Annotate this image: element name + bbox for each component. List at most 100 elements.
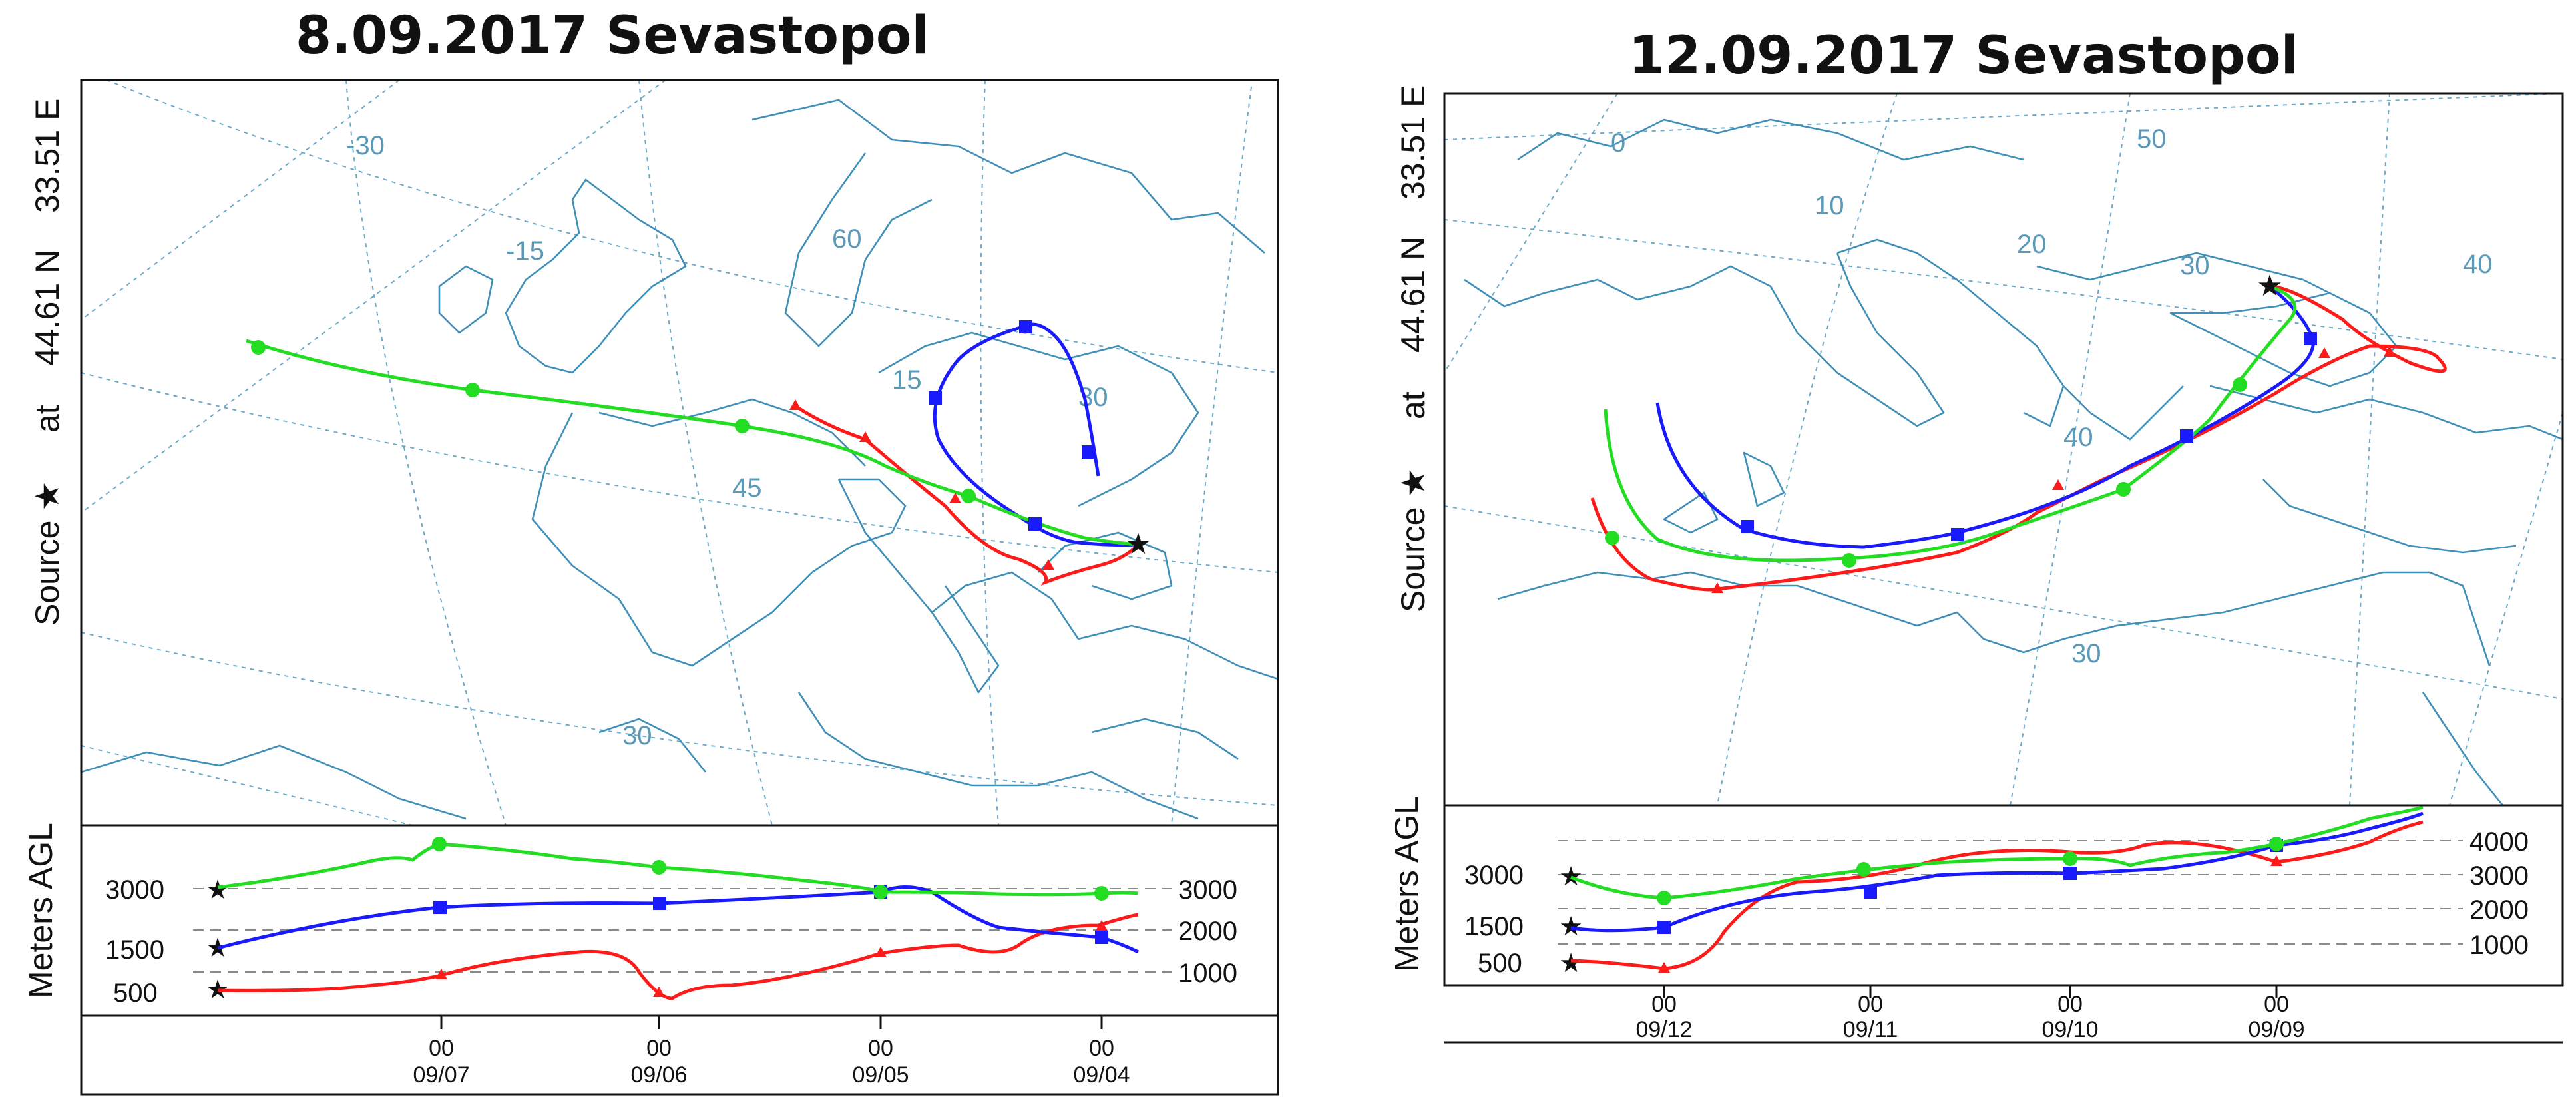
right-grid-label: 30 [2071,639,2101,668]
height-marker-circle [1094,886,1109,901]
left-title: 8.09.2017 Sevastopol [296,6,929,66]
map-marker-triangle [2052,479,2064,490]
left-x-tick-date: 09/05 [852,1062,909,1088]
right-coastline [1464,118,2563,806]
left-map-markers: ★ [251,320,1152,570]
map-marker-square [2180,429,2193,443]
map-marker-circle [465,383,480,397]
right-x-tick-date: 09/10 [2041,1017,2098,1042]
right-source-text: Source ★ [1395,468,1432,612]
right-y-tick-right: 3000 [2469,861,2529,891]
left-panel: 8.09.2017 Sevastopol Source ★ at 44.61 N… [22,6,1279,1096]
map-marker-circle [2116,482,2131,497]
left-y-tick-right: 2000 [1178,917,1237,946]
right-lon-text: 33.51 E [1395,85,1432,200]
right-height-markers [1657,837,2284,973]
left-x-tick-hour: 00 [646,1036,672,1061]
height-marker-square [1657,921,1671,934]
right-start-star: ★ [1559,949,1583,978]
left-height-markers [432,837,1109,997]
left-x-tick-date: 09/07 [413,1062,469,1088]
left-y-tick-left: 3000 [105,875,164,905]
left-y-tick-right: 1000 [1178,959,1237,988]
map-marker-square [1019,320,1032,333]
left-source-label: Source ★ at 44.61 N 33.51 E [29,99,66,626]
map-marker-square [2304,332,2317,345]
right-map: 0 10 20 50 30 40 40 30 [1443,92,2564,807]
right-map-trajectory-3000 [1604,284,2297,562]
right-height-line-1500 [1570,811,2424,933]
map-source-star: ★ [2256,270,2282,302]
right-x-tick-date: 09/11 [1843,1017,1898,1042]
right-at-text: at [1395,391,1432,419]
left-x-tick-hour: 00 [1089,1036,1114,1061]
right-x-tick-date: 09/09 [2248,1017,2304,1042]
left-at-text: at [29,405,66,433]
map-marker-triangle [949,493,961,503]
right-grid-label: 0 [1611,128,1625,158]
height-marker-square [1095,931,1108,944]
right-height-frame [1443,804,2564,987]
map-marker-circle [735,419,750,433]
left-grid-label: 15 [892,365,922,395]
right-x-tick-date: 09/12 [1635,1017,1692,1042]
left-time-axis: 00 00 00 00 09/07 09/06 09/05 09/04 [80,1014,1279,1096]
map-marker-circle [1605,531,1619,545]
right-ylabel: Meters AGL [1388,796,1425,972]
left-x-tick-hour: 00 [868,1036,893,1061]
height-marker-square [2063,867,2077,880]
right-title: 12.09.2017 Sevastopol [1629,26,2299,86]
right-y-tick-right: 4000 [2469,827,2529,857]
left-height-line-500 [217,913,1139,1000]
right-panel: 12.09.2017 Sevastopol Source ★ at 44.61 … [1388,26,2564,1044]
right-height-line-500 [1570,820,2424,971]
map-marker-square [1028,517,1042,531]
height-marker-triangle [2270,855,2282,866]
height-marker-circle [1657,891,1671,905]
height-marker-circle [2269,837,2284,851]
left-x-tick-hour: 00 [429,1036,454,1061]
right-y-tick-right: 1000 [2469,931,2529,960]
map-marker-triangle [2384,346,2396,357]
height-marker-triangle [1658,962,1670,973]
map-marker-triangle [2318,347,2330,358]
left-time-frame [80,1014,1279,1096]
height-marker-triangle [875,947,887,957]
left-start-star: ★ [206,875,230,905]
left-map-trajectory-1500 [933,322,1139,547]
map-marker-triangle [1711,582,1723,593]
map-marker-circle [2233,377,2247,392]
left-map: -30 -15 60 15 30 45 30 [80,79,1279,827]
right-grid-label: 30 [2180,251,2210,280]
left-y-tick-left: 500 [113,979,158,1008]
height-marker-circle [873,885,888,899]
map-source-star: ★ [1125,528,1151,560]
map-marker-square [1951,528,1964,541]
left-height-line-1500 [217,885,1140,954]
height-marker-circle [2063,851,2077,866]
right-grid-label: 40 [2063,423,2093,452]
height-marker-circle [432,837,447,851]
map-marker-triangle [789,399,801,410]
map-marker-square [929,391,942,405]
right-grid-label: 50 [2137,124,2167,154]
right-height-panel: Meters AGL 3000 1500 500 4000 3000 2000 … [1388,796,2564,987]
right-grid-label: 10 [1815,191,1844,220]
right-time-axis: 00 00 00 00 09/12 09/11 09/10 09/09 [1444,985,2563,1044]
height-marker-square [653,897,666,910]
map-marker-triangle [1042,559,1054,570]
left-y-tick-left: 1500 [105,935,164,965]
height-marker-square [433,901,447,914]
left-height-panel: Meters AGL 3000 1500 500 3000 2000 1000 … [22,823,1279,1017]
left-grid-label: -30 [346,131,385,160]
right-grid-label: 20 [2017,230,2047,259]
right-source-label: Source ★ at 44.61 N 33.51 E [1395,85,1432,612]
right-x-tick-hour: 00 [1651,992,1677,1017]
height-marker-square [1864,885,1877,899]
right-x-tick-hour: 00 [1858,992,1883,1017]
left-x-tick-date: 09/06 [630,1062,687,1088]
left-y-tick-right: 3000 [1178,875,1237,905]
left-grid-label: 60 [832,224,862,254]
height-marker-triangle [435,969,447,979]
